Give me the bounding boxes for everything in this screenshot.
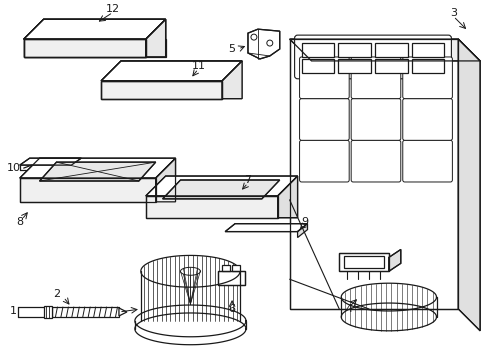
FancyBboxPatch shape — [350, 140, 400, 182]
FancyBboxPatch shape — [294, 35, 450, 79]
Bar — [222, 265, 230, 271]
Polygon shape — [218, 271, 244, 285]
Polygon shape — [20, 178, 155, 202]
Bar — [344, 256, 383, 268]
Text: 4: 4 — [345, 304, 352, 314]
Bar — [51, 307, 119, 317]
FancyBboxPatch shape — [299, 99, 348, 140]
Text: 5: 5 — [228, 44, 235, 54]
Bar — [374, 59, 407, 73]
FancyBboxPatch shape — [350, 99, 400, 140]
Polygon shape — [24, 39, 145, 57]
FancyBboxPatch shape — [299, 57, 348, 99]
Text: 2: 2 — [53, 289, 60, 299]
Polygon shape — [20, 158, 81, 165]
Polygon shape — [163, 180, 279, 199]
Polygon shape — [119, 308, 127, 316]
Polygon shape — [339, 253, 388, 271]
Polygon shape — [155, 158, 175, 202]
Polygon shape — [289, 39, 457, 309]
Text: 10: 10 — [7, 163, 21, 173]
Polygon shape — [40, 162, 155, 181]
Bar — [301, 59, 334, 73]
Polygon shape — [289, 39, 479, 61]
Polygon shape — [24, 39, 145, 57]
Bar — [43, 306, 51, 318]
Text: 3: 3 — [449, 8, 456, 18]
Polygon shape — [24, 19, 165, 39]
Text: 1: 1 — [10, 306, 17, 316]
Polygon shape — [297, 224, 307, 238]
Bar — [232, 265, 240, 271]
Polygon shape — [222, 61, 242, 99]
Polygon shape — [20, 158, 175, 178]
Polygon shape — [247, 29, 279, 59]
Bar — [374, 43, 407, 57]
Bar — [338, 43, 370, 57]
Text: 8: 8 — [16, 217, 23, 227]
Circle shape — [250, 34, 256, 40]
Text: 11: 11 — [191, 61, 205, 71]
FancyBboxPatch shape — [402, 57, 451, 99]
Polygon shape — [145, 19, 165, 57]
Polygon shape — [145, 19, 165, 39]
FancyBboxPatch shape — [350, 57, 400, 99]
Polygon shape — [388, 249, 400, 271]
Bar — [301, 43, 334, 57]
Text: 9: 9 — [300, 217, 307, 227]
Polygon shape — [101, 61, 242, 81]
Polygon shape — [224, 224, 307, 231]
Polygon shape — [24, 39, 145, 57]
Bar — [338, 59, 370, 73]
Polygon shape — [457, 39, 479, 331]
Bar — [411, 59, 444, 73]
Text: 7: 7 — [244, 175, 251, 185]
Circle shape — [266, 40, 272, 46]
Polygon shape — [101, 81, 222, 99]
FancyBboxPatch shape — [299, 140, 348, 182]
Text: 6: 6 — [228, 304, 235, 314]
Polygon shape — [24, 19, 165, 39]
FancyBboxPatch shape — [402, 140, 451, 182]
Polygon shape — [145, 176, 297, 196]
Polygon shape — [277, 176, 297, 218]
Bar — [411, 43, 444, 57]
Polygon shape — [222, 61, 242, 99]
Polygon shape — [145, 39, 165, 57]
Polygon shape — [145, 19, 165, 57]
Polygon shape — [145, 196, 277, 218]
Text: 12: 12 — [106, 4, 120, 14]
FancyBboxPatch shape — [402, 99, 451, 140]
